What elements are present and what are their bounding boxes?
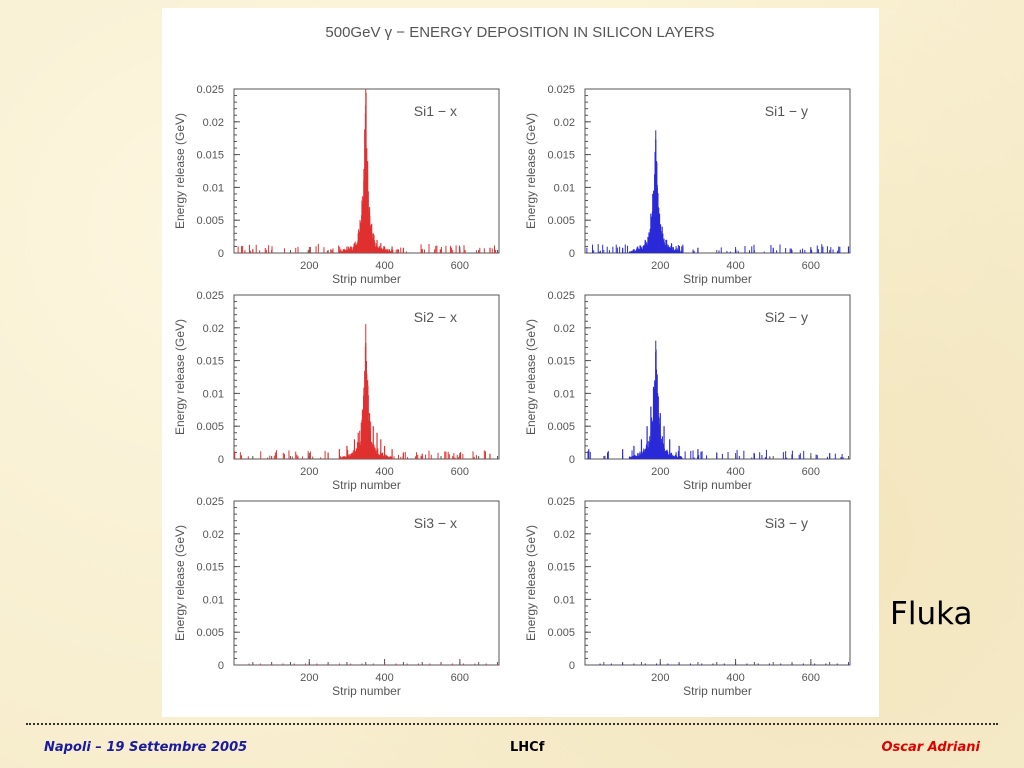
y-tick-label: 0.025 bbox=[547, 84, 575, 96]
y-tick-label: 0.02 bbox=[203, 117, 224, 129]
y-tick-label: 0.015 bbox=[547, 150, 575, 162]
plot-frame bbox=[233, 500, 500, 666]
x-axis-label: Strip number bbox=[683, 272, 752, 286]
x-axis-label: Strip number bbox=[332, 478, 401, 492]
y-tick-label: 0.01 bbox=[203, 182, 224, 194]
histogram-bars bbox=[248, 663, 498, 665]
x-tick-label: 200 bbox=[651, 466, 669, 478]
y-axis-label: Energy release (GeV) bbox=[524, 319, 538, 435]
x-tick-label: 600 bbox=[802, 672, 820, 684]
y-tick-label: 0.025 bbox=[196, 290, 224, 302]
x-tick-label: 200 bbox=[651, 672, 669, 684]
y-tick-label: 0.02 bbox=[554, 529, 575, 541]
y-tick-label: 0.015 bbox=[196, 356, 224, 368]
x-tick-label: 600 bbox=[451, 466, 469, 478]
x-tick-label: 400 bbox=[375, 466, 393, 478]
y-tick-label: 0.01 bbox=[554, 594, 575, 606]
panel-4: 0 0.005 0.01 0.015 0.02 0.025 200 400 600 Strip n… bbox=[524, 290, 851, 492]
y-tick-label: 0.01 bbox=[203, 388, 224, 400]
plot-frame bbox=[584, 294, 851, 460]
y-tick-label: 0.015 bbox=[547, 562, 575, 574]
chart-svg: 500GeV γ − ENERGY DEPOSITION IN SILICON … bbox=[173, 24, 851, 698]
y-axis-label: Energy release (GeV) bbox=[173, 113, 187, 229]
y-tick-label: 0.01 bbox=[554, 388, 575, 400]
plot-frame bbox=[584, 500, 851, 666]
x-tick-label: 600 bbox=[802, 466, 820, 478]
histogram-bars bbox=[586, 130, 850, 253]
x-tick-label: 400 bbox=[726, 466, 744, 478]
x-tick-label: 400 bbox=[375, 260, 393, 272]
footer-location-date: Napoli – 19 Settembre 2005 bbox=[44, 740, 248, 755]
x-tick-label: 400 bbox=[375, 672, 393, 684]
y-axis-label: Energy release (GeV) bbox=[173, 525, 187, 641]
y-axis-label: Energy release (GeV) bbox=[524, 525, 538, 641]
x-axis-label: Strip number bbox=[332, 684, 401, 698]
y-axis-label: Energy release (GeV) bbox=[173, 319, 187, 435]
x-tick-label: 200 bbox=[300, 672, 318, 684]
y-tick-label: 0.02 bbox=[554, 323, 575, 335]
x-tick-label: 600 bbox=[451, 672, 469, 684]
x-tick-label: 200 bbox=[651, 260, 669, 272]
y-tick-label: 0.02 bbox=[203, 323, 224, 335]
y-tick-label: 0.015 bbox=[547, 356, 575, 368]
panel-3: 0 0.005 0.01 0.015 0.02 0.025 200 400 600 Strip n… bbox=[173, 290, 500, 492]
x-tick-label: 400 bbox=[726, 260, 744, 272]
x-axis-label: Strip number bbox=[683, 478, 752, 492]
footer-project: LHCf bbox=[510, 740, 545, 755]
histogram-bars bbox=[599, 663, 849, 665]
x-tick-label: 600 bbox=[802, 260, 820, 272]
y-tick-label: 0.005 bbox=[547, 627, 575, 639]
y-tick-label: 0.025 bbox=[547, 290, 575, 302]
x-axis-label: Strip number bbox=[683, 684, 752, 698]
y-tick-label: 0.02 bbox=[554, 117, 575, 129]
y-axis-label: Energy release (GeV) bbox=[524, 113, 538, 229]
x-tick-label: 600 bbox=[451, 260, 469, 272]
panel-2: 0 0.005 0.01 0.015 0.02 0.025 200 400 600 Strip n… bbox=[524, 84, 851, 286]
y-tick-label: 0.005 bbox=[547, 421, 575, 433]
y-tick-label: 0.02 bbox=[203, 529, 224, 541]
panel-label: Si3 − y bbox=[765, 515, 808, 531]
x-tick-label: 200 bbox=[300, 466, 318, 478]
y-tick-label: 0.025 bbox=[196, 496, 224, 508]
y-tick-label: 0.025 bbox=[196, 84, 224, 96]
panel-label: Si3 − x bbox=[414, 515, 457, 531]
y-tick-label: 0.005 bbox=[196, 421, 224, 433]
y-tick-label: 0 bbox=[569, 454, 575, 466]
panel-label: Si1 − y bbox=[765, 103, 808, 119]
y-tick-label: 0.005 bbox=[196, 627, 224, 639]
plot-frame bbox=[584, 88, 851, 254]
y-tick-label: 0.015 bbox=[196, 150, 224, 162]
y-tick-label: 0.025 bbox=[547, 496, 575, 508]
figure-title: 500GeV γ − ENERGY DEPOSITION IN SILICON … bbox=[325, 24, 714, 41]
panel-1: 0 0.005 0.01 0.015 0.02 0.025 200 400 600 Strip n… bbox=[173, 84, 500, 286]
histogram-bars bbox=[237, 89, 497, 253]
y-tick-label: 0 bbox=[569, 660, 575, 672]
footer-divider bbox=[26, 723, 998, 725]
histogram-bars bbox=[234, 324, 491, 459]
y-tick-label: 0 bbox=[218, 248, 224, 260]
histogram-bars bbox=[587, 340, 844, 459]
y-tick-label: 0.015 bbox=[196, 562, 224, 574]
y-tick-label: 0.01 bbox=[203, 594, 224, 606]
x-tick-label: 200 bbox=[300, 260, 318, 272]
panel-label: Si2 − x bbox=[414, 309, 457, 325]
figure: 500GeV γ − ENERGY DEPOSITION IN SILICON … bbox=[162, 8, 879, 717]
x-tick-label: 400 bbox=[726, 672, 744, 684]
y-tick-label: 0 bbox=[218, 454, 224, 466]
panel-6: 0 0.005 0.01 0.015 0.02 0.025 200 400 600 Strip n… bbox=[524, 496, 851, 698]
y-tick-label: 0 bbox=[569, 248, 575, 260]
x-axis-label: Strip number bbox=[332, 272, 401, 286]
panel-5: 0 0.005 0.01 0.015 0.02 0.025 200 400 600 Strip n… bbox=[173, 496, 500, 698]
y-tick-label: 0.01 bbox=[554, 182, 575, 194]
panel-label: Si1 − x bbox=[414, 103, 457, 119]
simulation-label: Fluka bbox=[890, 596, 973, 632]
y-tick-label: 0.005 bbox=[547, 215, 575, 227]
y-tick-label: 0 bbox=[218, 660, 224, 672]
footer-author: Oscar Adriani bbox=[881, 740, 980, 755]
panel-label: Si2 − y bbox=[765, 309, 808, 325]
y-tick-label: 0.005 bbox=[196, 215, 224, 227]
